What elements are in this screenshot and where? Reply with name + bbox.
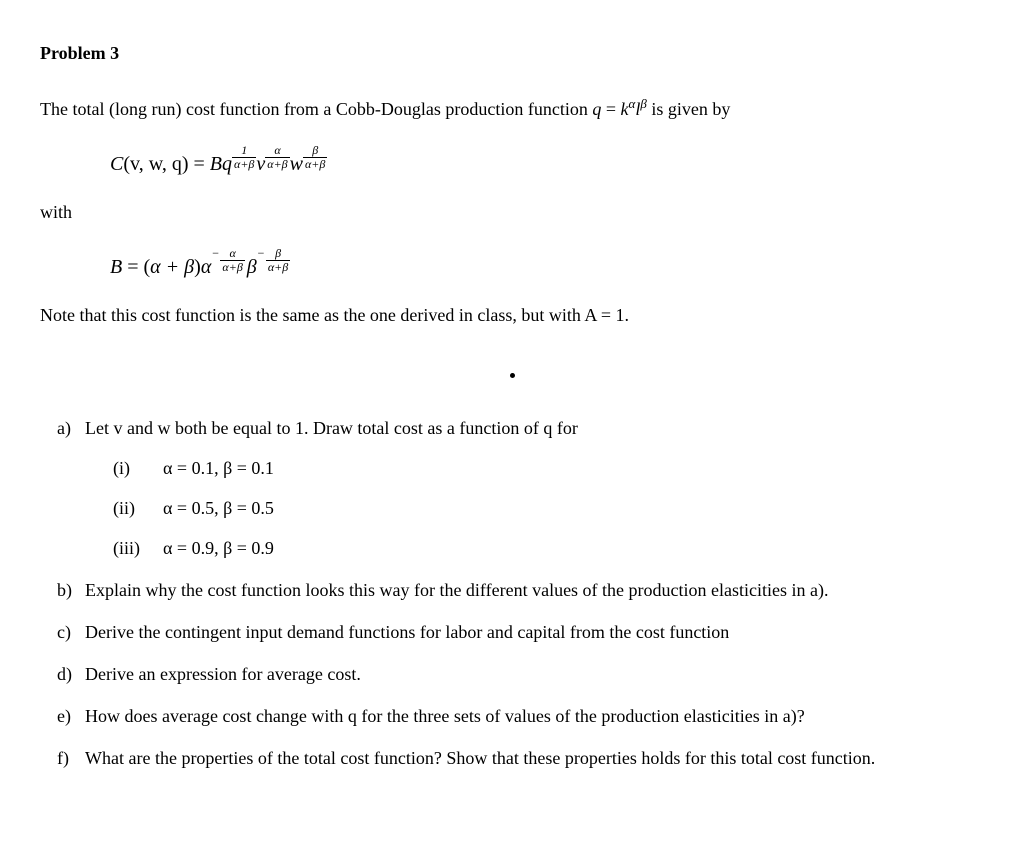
f2-expA-num: α [220, 247, 244, 261]
f2-expA-den: α+β [220, 261, 244, 274]
f1-eq: = [189, 153, 210, 175]
eq-k: k [621, 99, 629, 119]
f1-q: q [222, 153, 232, 175]
part-a-sublist: (i)α = 0.1, β = 0.1 (ii)α = 0.5, β = 0.5… [85, 450, 984, 566]
f2-expA: −αα+β [211, 248, 244, 274]
f1-exp1-num: 1 [232, 144, 256, 158]
part-e-text: How does average cost change with q for … [85, 706, 805, 726]
separator-dot [40, 373, 984, 410]
part-c: c) Derive the contingent input demand fu… [85, 614, 984, 650]
f1-exp2-num: α [265, 144, 289, 158]
part-f-marker: f) [57, 740, 69, 776]
f1-exp2-den: α+β [265, 158, 289, 171]
part-e: e) How does average cost change with q f… [85, 698, 984, 734]
sub-text-i: α = 0.1, β = 0.1 [163, 458, 274, 478]
f2-expB: −βα+β [257, 248, 290, 274]
f2-alpha: α [201, 256, 212, 278]
note-text: Note that this cost function is the same… [40, 297, 984, 333]
part-b-marker: b) [57, 572, 72, 608]
sub-marker-ii: (ii) [113, 490, 163, 526]
f1-w: w [290, 153, 303, 175]
sub-marker-iii: (iii) [113, 530, 163, 566]
f1-exp1: 1α+β [232, 145, 256, 171]
f2-ab: α + β [150, 256, 194, 278]
part-a-marker: a) [57, 410, 71, 446]
with-label: with [40, 194, 984, 230]
part-f-text: What are the properties of the total cos… [85, 748, 875, 768]
f2-close: ) [194, 256, 201, 278]
part-d: d) Derive an expression for average cost… [85, 656, 984, 692]
problem-parts-list: a) Let v and w both be equal to 1. Draw … [40, 410, 984, 776]
f2-eq: = [122, 256, 143, 278]
part-a: a) Let v and w both be equal to 1. Draw … [85, 410, 984, 566]
intro-prefix: The total (long run) cost function from … [40, 99, 592, 119]
f1-exp2: αα+β [265, 145, 289, 171]
part-c-marker: c) [57, 614, 71, 650]
eq-equals: = [601, 99, 620, 119]
f1-exp3-den: α+β [303, 158, 327, 171]
problem-title: Problem 3 [40, 35, 984, 71]
f2-B: B [110, 256, 122, 278]
part-d-marker: d) [57, 656, 72, 692]
part-e-marker: e) [57, 698, 71, 734]
sub-marker-i: (i) [113, 450, 163, 486]
f1-exp3-num: β [303, 144, 327, 158]
f2-negB: − [257, 247, 265, 260]
B-formula: B = (α + β)α−αα+ββ−βα+β [110, 248, 984, 279]
part-c-text: Derive the contingent input demand funct… [85, 622, 729, 642]
f1-exp1-den: α+β [232, 158, 256, 171]
part-f: f) What are the properties of the total … [85, 740, 984, 776]
part-a-ii: (ii)α = 0.5, β = 0.5 [113, 490, 984, 526]
f1-args: (v, w, q) [123, 153, 188, 175]
intro-suffix: is given by [647, 99, 731, 119]
f2-expB-num: β [266, 247, 290, 261]
f2-expB-den: α+β [266, 261, 290, 274]
inline-eq: q = kαlβ [592, 99, 646, 119]
sub-text-iii: α = 0.9, β = 0.9 [163, 538, 274, 558]
part-b: b) Explain why the cost function looks t… [85, 572, 984, 608]
intro-paragraph: The total (long run) cost function from … [40, 91, 984, 127]
f2-negA: − [211, 247, 219, 260]
part-b-text: Explain why the cost function looks this… [85, 580, 828, 600]
f2-beta: β [247, 256, 257, 278]
f1-B: B [210, 153, 222, 175]
part-a-text: Let v and w both be equal to 1. Draw tot… [85, 418, 578, 438]
sub-text-ii: α = 0.5, β = 0.5 [163, 498, 274, 518]
part-a-iii: (iii)α = 0.9, β = 0.9 [113, 530, 984, 566]
f1-exp3: βα+β [303, 145, 327, 171]
f1-C: C [110, 153, 123, 175]
part-a-i: (i)α = 0.1, β = 0.1 [113, 450, 984, 486]
cost-function-formula: C(v, w, q) = Bq1α+βvαα+βwβα+β [110, 145, 984, 176]
f1-v: v [256, 153, 265, 175]
part-d-text: Derive an expression for average cost. [85, 664, 361, 684]
